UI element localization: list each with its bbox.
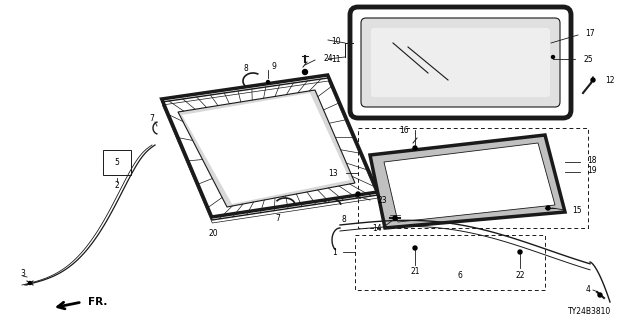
Circle shape bbox=[266, 81, 269, 84]
Circle shape bbox=[303, 69, 307, 75]
Text: 19: 19 bbox=[587, 165, 596, 174]
Text: 3: 3 bbox=[20, 269, 26, 278]
Text: 9: 9 bbox=[271, 61, 276, 70]
Text: 17: 17 bbox=[585, 28, 595, 37]
Text: 7: 7 bbox=[276, 213, 280, 222]
Circle shape bbox=[598, 293, 602, 297]
Polygon shape bbox=[384, 143, 555, 222]
Text: 20: 20 bbox=[208, 228, 218, 237]
Circle shape bbox=[546, 206, 550, 210]
Text: 23: 23 bbox=[378, 196, 388, 204]
Circle shape bbox=[393, 216, 397, 220]
Circle shape bbox=[591, 78, 595, 82]
Polygon shape bbox=[178, 90, 355, 207]
Text: 13: 13 bbox=[328, 169, 338, 178]
Text: FR.: FR. bbox=[88, 297, 108, 307]
Text: 4: 4 bbox=[586, 284, 591, 293]
Text: 25: 25 bbox=[583, 54, 593, 63]
Text: 22: 22 bbox=[515, 270, 525, 279]
Text: 10: 10 bbox=[331, 36, 341, 45]
Circle shape bbox=[413, 246, 417, 250]
Text: 24: 24 bbox=[323, 53, 333, 62]
Text: 8: 8 bbox=[244, 63, 248, 73]
FancyBboxPatch shape bbox=[371, 28, 550, 97]
Circle shape bbox=[518, 250, 522, 254]
Polygon shape bbox=[182, 93, 350, 204]
FancyBboxPatch shape bbox=[361, 18, 560, 107]
Circle shape bbox=[356, 192, 360, 196]
Text: 2: 2 bbox=[115, 180, 120, 189]
Text: 14: 14 bbox=[372, 223, 382, 233]
Circle shape bbox=[29, 282, 31, 284]
Bar bbox=[358, 128, 588, 228]
Text: 5: 5 bbox=[115, 158, 120, 167]
Circle shape bbox=[552, 55, 554, 59]
FancyBboxPatch shape bbox=[356, 13, 565, 112]
Bar bbox=[355, 235, 545, 290]
Text: 18: 18 bbox=[587, 156, 596, 164]
Text: TY24B3810: TY24B3810 bbox=[568, 308, 612, 316]
Text: 12: 12 bbox=[605, 76, 614, 84]
Bar bbox=[103, 150, 131, 175]
Text: 1: 1 bbox=[332, 247, 337, 257]
Text: 6: 6 bbox=[458, 270, 463, 279]
Text: 21: 21 bbox=[410, 268, 420, 276]
Text: 15: 15 bbox=[572, 205, 582, 214]
Text: 11: 11 bbox=[332, 54, 340, 63]
Text: 7: 7 bbox=[150, 114, 154, 123]
Circle shape bbox=[413, 146, 417, 150]
Text: 8: 8 bbox=[342, 214, 346, 223]
Polygon shape bbox=[370, 135, 565, 228]
Text: 16: 16 bbox=[399, 125, 409, 134]
